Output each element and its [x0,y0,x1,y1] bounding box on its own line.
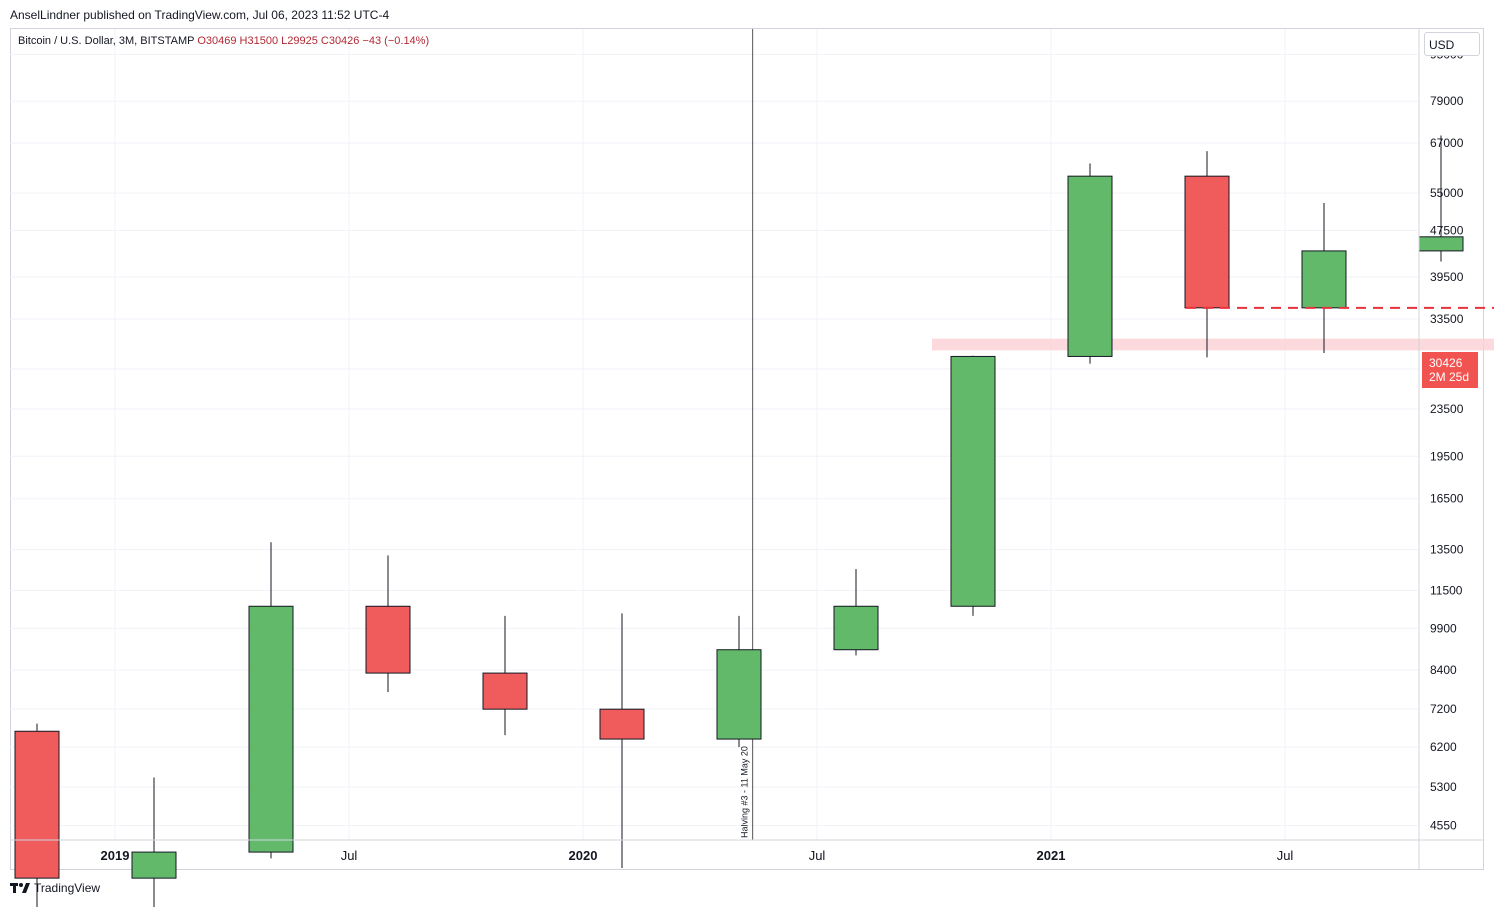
y-tick-label: 5300 [1430,780,1457,794]
currency-button[interactable]: USD [1424,32,1480,56]
left-mask [0,28,10,870]
candle-body [1418,236,1464,252]
y-tick-label: 11500 [1430,583,1463,597]
x-tick-label: Jul [341,848,358,863]
y-tick-label: 6200 [1430,740,1457,754]
chart-frame [10,28,1484,870]
vertical-markers: Halving #3 - 11 May 20Halving #4 - TBD [740,29,754,840]
y-tick-label: 39500 [1430,270,1464,284]
y-tick-label: 13500 [1430,543,1464,557]
y-tick-label: 7200 [1430,702,1457,716]
candle-body [599,708,645,740]
tradingview-logo-icon [10,883,30,893]
x-tick-label: Jul [1277,848,1294,863]
y-tick-label: 67000 [1430,136,1464,150]
candle-body [482,672,528,710]
grid [10,29,1419,840]
symbol-label: Bitcoin / U.S. Dollar, 3M, BITSTAMP [18,35,195,47]
candle-body [131,851,177,879]
y-tick-label: 9900 [1430,621,1457,635]
footer-brand: TradingView [34,881,101,895]
y-tick-label: 16500 [1430,492,1464,506]
x-tick-label: 2021 [1037,848,1066,863]
candle-body [833,605,879,651]
publisher-header: AnselLindner published on TradingView.co… [10,8,390,22]
y-tick-label: 55000 [1430,186,1464,200]
candle-body [14,730,60,879]
resistance-zone [932,338,1494,351]
price-axis: 9500079000670005500047500395003350027500… [1418,28,1464,870]
y-tick-label: 47500 [1430,223,1464,237]
bar-countdown: 2M 25d [1429,370,1470,384]
candle-body [1301,250,1347,309]
overlay [0,28,1494,870]
last-price-badge: 30426 2M 25d [1422,352,1478,388]
candle-body [716,649,762,740]
candle-body [365,605,411,674]
zone-layer [932,338,1494,351]
y-tick-label: 33500 [1430,312,1464,326]
ohlc-values: O30469 H31500 L29925 C30426 −43 (−0.14%) [197,35,430,47]
halving-3-label: Halving #3 - 11 May 20 [740,746,750,838]
x-tick-label: 2020 [569,848,598,863]
candle-body [1184,175,1230,309]
candles [14,135,1464,907]
footer: TradingView [10,881,100,895]
y-tick-label: 8400 [1430,663,1457,677]
candle-body [1067,175,1113,357]
x-tick-label: 2019 [101,848,130,863]
y-tick-label: 4550 [1430,819,1457,833]
x-tick-label: Jul [809,848,826,863]
time-axis: 2019Jul2020Jul2021Jul2022Jul2023Jul2024J… [10,839,1484,863]
y-tick-label: 19500 [1430,449,1464,463]
last-price: 30426 [1429,356,1463,370]
candle-body [950,355,996,607]
y-tick-label: 79000 [1430,94,1464,108]
candle-body [248,605,294,853]
y-tick-label: 23500 [1430,402,1464,416]
chart-legend: Bitcoin / U.S. Dollar, 3M, BITSTAMP O304… [18,35,429,47]
